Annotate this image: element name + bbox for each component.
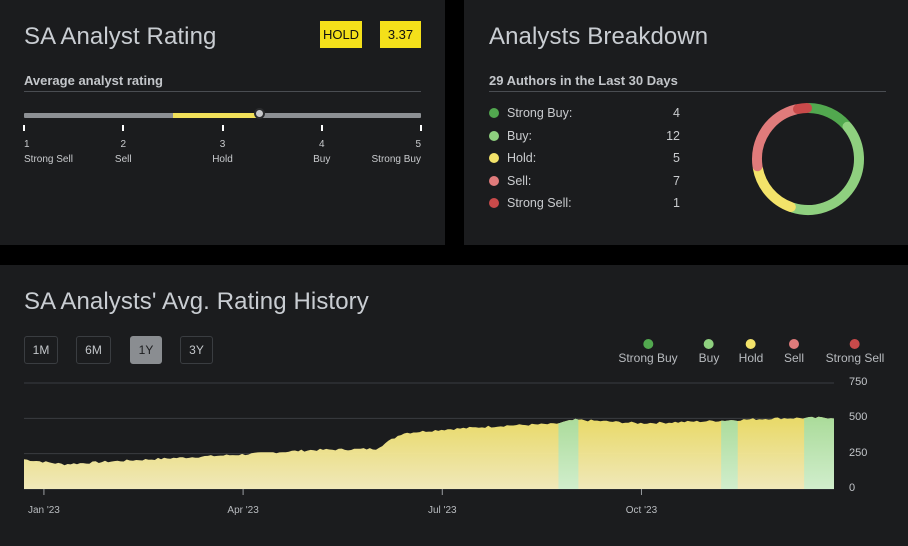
rating-dot-icon <box>489 108 499 118</box>
scale-tick-number: 3 <box>219 139 226 150</box>
y-axis-label: 750 <box>849 376 868 388</box>
breakdown-donut-chart <box>752 103 864 215</box>
legend-dot-icon <box>704 339 714 349</box>
rating-scale-fill <box>172 113 260 118</box>
y-axis-label: 0 <box>849 482 856 494</box>
breakdown-title: Analysts Breakdown <box>489 23 709 50</box>
breakdown-row: Sell: 7 <box>489 173 689 191</box>
y-axis-label: 500 <box>849 411 868 424</box>
scale-tick-number: 1 <box>24 139 30 150</box>
legend-label: Hold <box>738 351 764 365</box>
analyst-rating-panel: SA Analyst Rating HOLD 3.37 Average anal… <box>0 0 445 245</box>
rating-title: SA Analyst Rating <box>24 23 217 50</box>
scale-tick-label: Hold <box>212 154 233 165</box>
legend-label: Buy <box>698 351 720 365</box>
breakdown-row: Hold: 5 <box>489 150 689 168</box>
donut-slice <box>792 103 813 114</box>
breakdown-count: 4 <box>673 106 680 120</box>
rating-divider <box>24 91 421 92</box>
legend-dot-icon <box>849 339 860 349</box>
history-chart <box>24 382 834 495</box>
breakdown-row: Strong Sell: 1 <box>489 195 689 213</box>
breakdown-subtitle: 29 Authors in the Last 30 Days <box>489 73 678 88</box>
scale-tick <box>320 125 323 131</box>
scale-tick <box>221 125 224 131</box>
range-button-1y[interactable]: 1Y <box>130 336 162 364</box>
y-axis-label: 250 <box>849 446 868 459</box>
x-axis-label: Oct '23 <box>625 505 658 516</box>
scale-tick-label: Strong Buy <box>371 154 421 165</box>
range-button-1m[interactable]: 1M <box>24 336 58 364</box>
legend-item[interactable]: Strong Buy <box>618 339 678 365</box>
scale-tick-number: 2 <box>120 139 127 150</box>
legend-dot-icon <box>788 339 799 349</box>
breakdown-label: Strong Sell: <box>507 196 572 210</box>
history-title: SA Analysts' Avg. Rating History <box>24 288 369 315</box>
legend-label: Strong Sell <box>825 351 885 365</box>
rating-dot-icon <box>489 153 499 163</box>
rating-dot-icon <box>489 175 499 186</box>
legend-item[interactable]: Buy <box>698 339 720 365</box>
hold-area-series <box>24 416 834 489</box>
breakdown-count: 1 <box>673 196 680 210</box>
range-button-6m[interactable]: 6M <box>76 336 111 364</box>
donut-slice <box>803 103 852 131</box>
x-axis-label: Jan '23 <box>27 505 60 516</box>
rating-badge-label: HOLD <box>320 21 362 48</box>
legend-label: Sell <box>783 351 805 365</box>
breakdown-row: Strong Buy: 4 <box>489 105 689 123</box>
scale-tick <box>420 125 422 131</box>
legend-label: Strong Buy <box>618 351 678 365</box>
legend-dot-icon <box>643 339 653 349</box>
scale-tick-number: 4 <box>318 139 325 150</box>
breakdown-label: Buy: <box>507 128 533 143</box>
donut-slice <box>752 163 796 213</box>
scale-tick-label: Buy <box>313 154 331 165</box>
donut-slice <box>787 121 864 215</box>
scale-tick-label: Strong Sell <box>24 154 73 165</box>
legend-item[interactable]: Strong Sell <box>825 339 885 365</box>
scale-tick-label: Sell <box>114 154 132 165</box>
legend-item[interactable]: Sell <box>784 339 804 365</box>
rating-dot-icon <box>489 198 499 208</box>
breakdown-label: Sell: <box>507 173 532 188</box>
scale-tick <box>23 125 25 131</box>
breakdown-count: 5 <box>673 151 680 165</box>
analysts-breakdown-panel: Analysts Breakdown 29 Authors in the Las… <box>464 0 908 245</box>
rating-badge-score: 3.37 <box>380 21 421 48</box>
breakdown-label: Strong Buy: <box>507 106 573 120</box>
breakdown-divider <box>489 91 886 92</box>
legend-item[interactable]: Hold <box>738 339 764 365</box>
scale-tick-number: 5 <box>415 139 421 150</box>
x-axis-label: Apr '23 <box>227 505 259 516</box>
rating-scale-bar <box>24 108 421 119</box>
rating-subtitle: Average analyst rating <box>24 73 163 88</box>
breakdown-label: Hold: <box>507 151 537 165</box>
buy-band <box>721 416 738 489</box>
rating-scale-marker <box>253 108 265 119</box>
breakdown-count: 12 <box>666 128 680 143</box>
breakdown-count: 7 <box>673 173 680 188</box>
scale-tick <box>122 125 125 131</box>
x-axis-label: Jul '23 <box>427 505 457 516</box>
buy-band <box>804 416 834 489</box>
rating-history-panel: SA Analysts' Avg. Rating History 1M 6M 1Y 3… <box>0 265 908 546</box>
rating-dot-icon <box>489 130 499 141</box>
legend-dot-icon <box>746 339 756 349</box>
breakdown-row: Buy: 12 <box>489 128 689 146</box>
range-button-3y[interactable]: 3Y <box>180 336 213 364</box>
donut-slice <box>752 104 802 172</box>
buy-band <box>558 416 579 489</box>
